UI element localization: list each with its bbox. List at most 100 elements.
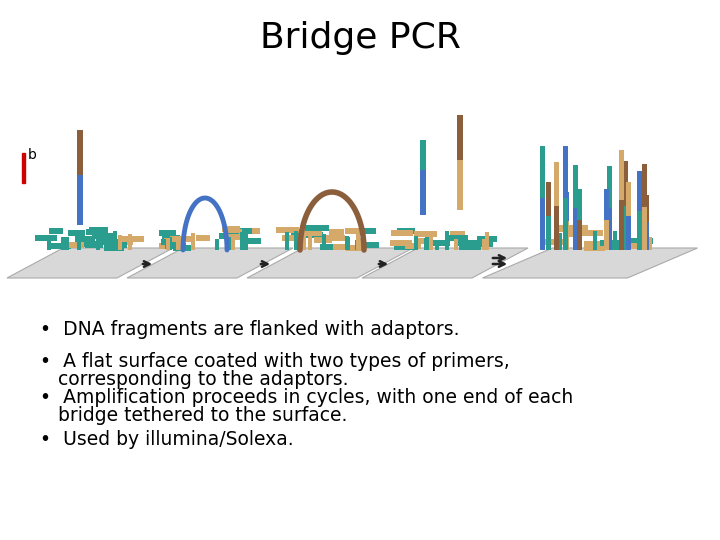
- Bar: [356, 240, 359, 250]
- Bar: [96, 231, 100, 250]
- Bar: [625, 193, 630, 221]
- Bar: [329, 229, 344, 235]
- Bar: [609, 244, 630, 250]
- Bar: [436, 240, 439, 250]
- Bar: [459, 240, 480, 246]
- Bar: [344, 228, 363, 234]
- Bar: [362, 228, 376, 234]
- Bar: [215, 239, 220, 250]
- Bar: [390, 240, 412, 246]
- Bar: [580, 230, 603, 235]
- Bar: [304, 232, 323, 238]
- Bar: [116, 240, 120, 250]
- Bar: [122, 236, 144, 242]
- Bar: [104, 245, 124, 251]
- Bar: [554, 206, 559, 250]
- Bar: [35, 235, 58, 241]
- Bar: [608, 208, 613, 250]
- Text: corresponding to the adaptors.: corresponding to the adaptors.: [58, 370, 348, 389]
- Bar: [559, 225, 576, 231]
- Bar: [574, 237, 578, 250]
- Bar: [570, 225, 588, 231]
- Bar: [631, 238, 652, 244]
- Bar: [625, 221, 630, 250]
- Text: •  Used by illumina/Solexa.: • Used by illumina/Solexa.: [40, 430, 294, 449]
- Bar: [573, 208, 578, 250]
- Bar: [564, 146, 568, 198]
- Bar: [284, 232, 289, 250]
- Bar: [48, 239, 51, 250]
- Bar: [225, 234, 246, 240]
- Bar: [482, 239, 486, 250]
- Bar: [333, 245, 351, 251]
- Bar: [593, 231, 597, 250]
- Bar: [222, 226, 240, 232]
- Bar: [68, 230, 86, 236]
- Bar: [584, 241, 606, 247]
- Bar: [485, 232, 489, 250]
- Bar: [626, 243, 643, 249]
- Bar: [361, 242, 379, 248]
- Bar: [302, 235, 306, 250]
- Bar: [420, 170, 426, 215]
- Bar: [626, 181, 631, 216]
- Bar: [600, 240, 621, 246]
- Bar: [49, 228, 63, 234]
- Bar: [166, 238, 170, 250]
- Text: •  A flat surface coated with two types of primers,: • A flat surface coated with two types o…: [40, 352, 510, 371]
- Bar: [626, 216, 631, 250]
- Text: b: b: [28, 148, 37, 162]
- Bar: [430, 231, 433, 250]
- Bar: [86, 228, 102, 234]
- Polygon shape: [127, 248, 293, 278]
- Bar: [564, 198, 568, 250]
- Bar: [564, 231, 581, 237]
- Bar: [240, 232, 244, 250]
- Bar: [444, 231, 449, 250]
- Bar: [112, 235, 116, 250]
- Text: Bridge PCR: Bridge PCR: [260, 21, 460, 55]
- Bar: [540, 146, 545, 198]
- Bar: [624, 161, 629, 206]
- Bar: [231, 236, 235, 250]
- Bar: [405, 243, 421, 249]
- Polygon shape: [482, 248, 698, 278]
- Bar: [119, 239, 133, 245]
- Bar: [92, 233, 114, 239]
- Bar: [397, 228, 415, 234]
- Bar: [314, 237, 332, 242]
- Text: •  DNA fragments are flanked with adaptors.: • DNA fragments are flanked with adaptor…: [40, 320, 459, 339]
- Bar: [161, 239, 183, 245]
- Bar: [558, 233, 562, 250]
- Polygon shape: [7, 248, 173, 278]
- Bar: [162, 235, 180, 241]
- Bar: [113, 232, 117, 250]
- Bar: [75, 237, 95, 242]
- Bar: [168, 237, 172, 250]
- Bar: [541, 239, 563, 245]
- Bar: [109, 242, 127, 248]
- Bar: [237, 228, 253, 234]
- Bar: [308, 233, 312, 250]
- Bar: [414, 231, 437, 237]
- Bar: [77, 175, 83, 225]
- Bar: [449, 235, 468, 241]
- Bar: [164, 238, 179, 244]
- Bar: [564, 192, 569, 221]
- Bar: [276, 227, 299, 233]
- Bar: [61, 237, 65, 250]
- Text: bridge tethered to the surface.: bridge tethered to the surface.: [58, 406, 347, 425]
- Bar: [618, 200, 624, 250]
- Bar: [644, 222, 649, 250]
- Bar: [454, 239, 458, 250]
- Bar: [642, 164, 647, 207]
- Bar: [244, 232, 248, 250]
- Bar: [647, 237, 652, 250]
- Polygon shape: [362, 248, 528, 278]
- Bar: [546, 183, 552, 216]
- Bar: [65, 238, 69, 250]
- Bar: [618, 150, 624, 200]
- Bar: [82, 240, 98, 246]
- Bar: [457, 160, 463, 210]
- Bar: [424, 238, 428, 250]
